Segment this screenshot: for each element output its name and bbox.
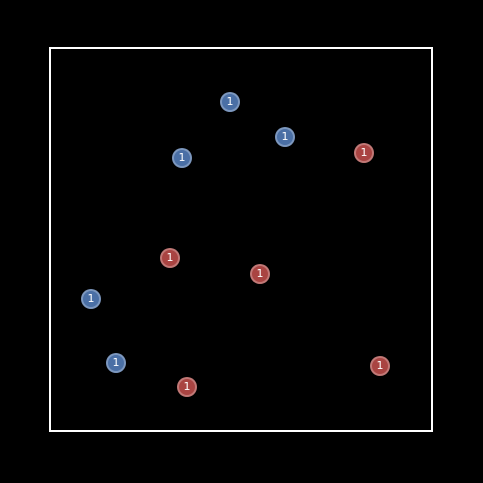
token-blue[interactable]: 1 [81, 289, 101, 309]
token-red[interactable]: 1 [160, 248, 180, 268]
game-board: 1 1 1 1 1 1 1 1 1 1 [49, 47, 433, 432]
token-red[interactable]: 1 [250, 264, 270, 284]
token-red[interactable]: 1 [177, 377, 197, 397]
token-blue[interactable]: 1 [106, 353, 126, 373]
token-blue[interactable]: 1 [172, 148, 192, 168]
token-red[interactable]: 1 [370, 356, 390, 376]
token-blue[interactable]: 1 [275, 127, 295, 147]
token-blue[interactable]: 1 [220, 92, 240, 112]
token-red[interactable]: 1 [354, 143, 374, 163]
